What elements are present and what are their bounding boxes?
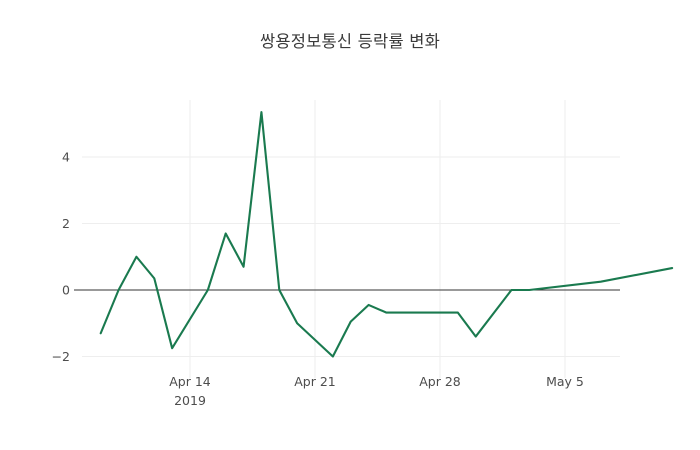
x-tick-label: Apr 14 bbox=[169, 374, 211, 389]
data-series-line bbox=[99, 111, 674, 358]
y-tick-label: 2 bbox=[62, 216, 70, 231]
x-tick-label: May 5 bbox=[546, 374, 584, 389]
y-tick-label: 4 bbox=[62, 150, 70, 165]
x-tick-label: Apr 28 bbox=[419, 374, 461, 389]
y-axis-tick-labels: 4 2 0 −2 bbox=[52, 150, 82, 364]
y-tick-label: 0 bbox=[62, 283, 70, 298]
y-gridlines bbox=[82, 156, 620, 357]
chart-title: 쌍용정보통신 등락률 변화 bbox=[259, 32, 441, 51]
x-tick-sublabel: 2019 bbox=[174, 393, 206, 408]
series-line bbox=[99, 111, 674, 358]
y-tick-label: −2 bbox=[52, 349, 70, 364]
x-tick-label: Apr 21 bbox=[294, 374, 336, 389]
x-axis-tick-labels: Apr 14 2019 Apr 21 Apr 28 May 5 bbox=[169, 374, 584, 408]
x-gridlines bbox=[189, 100, 566, 378]
